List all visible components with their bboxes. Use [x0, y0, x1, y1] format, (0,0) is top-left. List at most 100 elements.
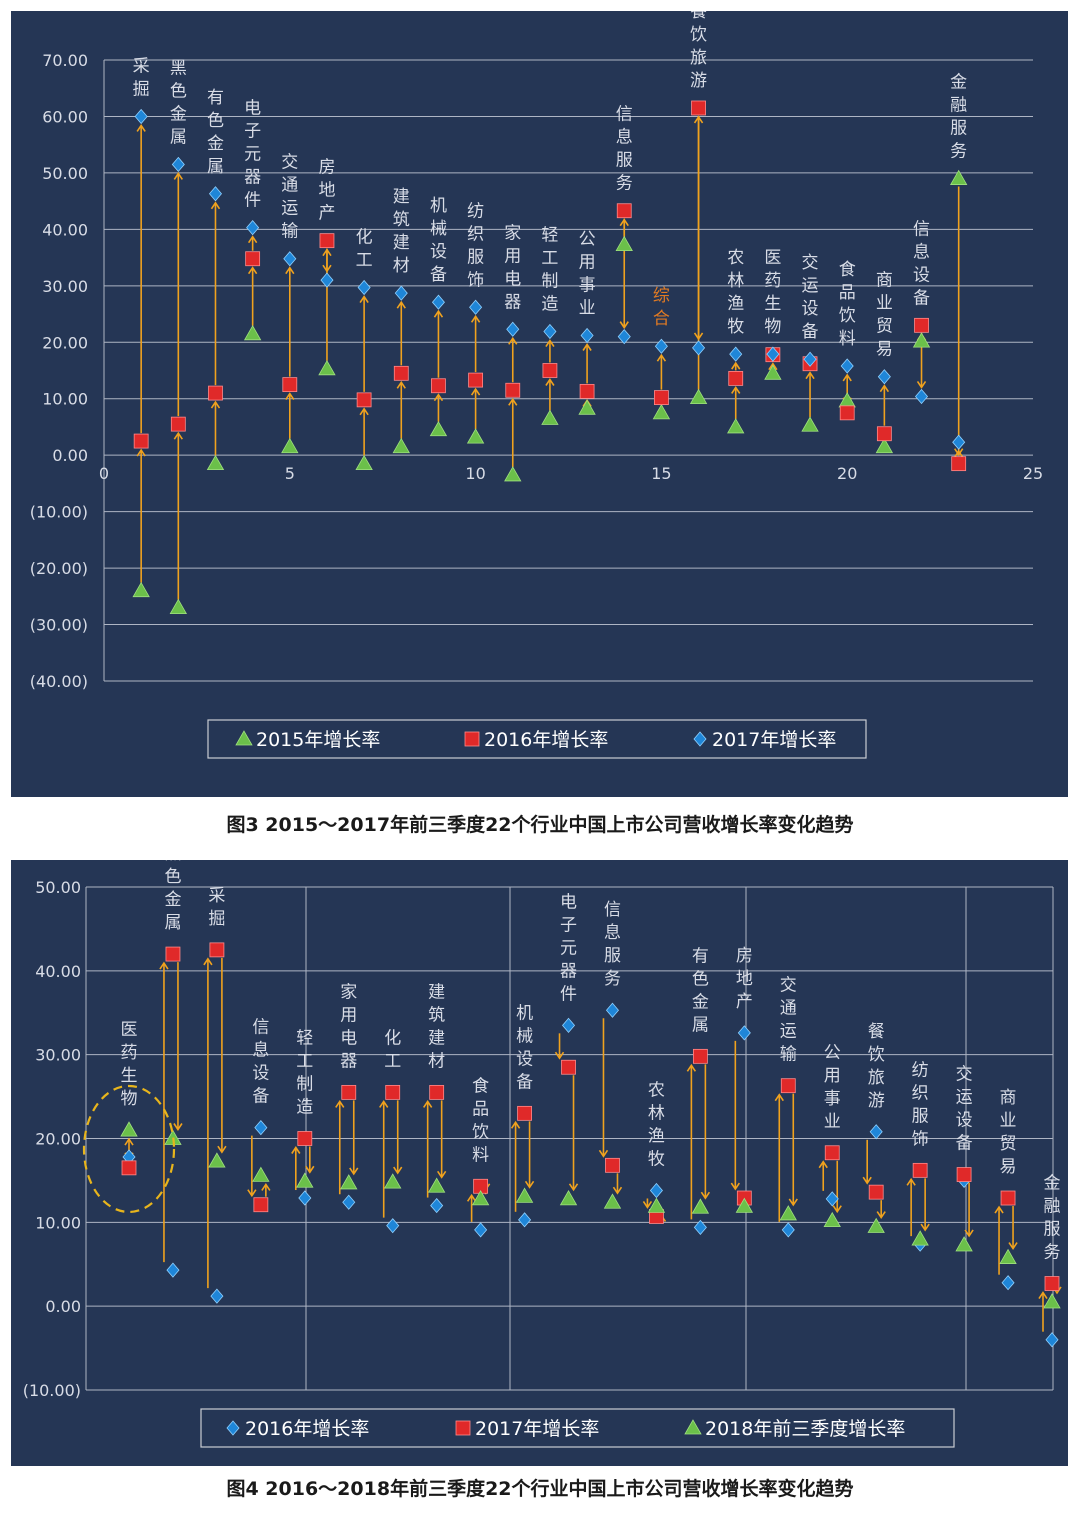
- fig3-category-label: 综合: [653, 286, 670, 329]
- fig3-arrow-2015-2016-head: [173, 431, 183, 440]
- fig3-arrow-2016-2017-head: [916, 381, 927, 389]
- fig3-point-2015: [875, 437, 894, 454]
- fig4-point-2016: [649, 1182, 663, 1199]
- fig4-y-tick-label: 0.00: [45, 1297, 81, 1316]
- fig3-arrow-2016-2017-head: [470, 314, 481, 323]
- fig4-arrow-2017-2018-head: [393, 1166, 403, 1175]
- fig3-point-2015: [355, 454, 373, 471]
- fig3-arrow-2016-2017-head: [173, 171, 183, 180]
- fig4-legend-marker-triangle: [684, 1419, 702, 1435]
- fig3-point-2015: [652, 404, 671, 420]
- fig3-arrow-2015-2016-head: [768, 362, 778, 371]
- fig4-point-2016: [518, 1212, 532, 1228]
- fig4-point-2017: [912, 1162, 928, 1178]
- fig3-arrow-2015-2016-head: [210, 400, 221, 409]
- fig3-arrow-2016-2017-head: [693, 332, 704, 341]
- fig4-point-2016: [166, 1262, 180, 1278]
- fig3-point-2016: [431, 378, 446, 394]
- fig4-arrow-2017-2018-head: [217, 1145, 227, 1154]
- fig3-y-tick-label: 50.00: [42, 164, 88, 183]
- fig3-category-label: 交运设备: [802, 253, 819, 342]
- fig4-point-2016: [386, 1218, 400, 1234]
- fig4-arrow-2017-2018-head: [788, 1198, 798, 1207]
- fig3-category-label: 建筑建材: [393, 187, 410, 276]
- fig4-category-label: 公用事业: [824, 1043, 841, 1132]
- fig3-category-label: 信息服务: [616, 105, 633, 194]
- fig4-arrow-2017-2018-head: [612, 1186, 623, 1195]
- fig4-legend-marker-square: [455, 1420, 471, 1436]
- fig4-point-2016: [781, 1222, 795, 1238]
- fig3-arrow-2016-2017-head: [396, 300, 406, 309]
- fig4-arrow-2016-2017-head: [1038, 1291, 1048, 1299]
- fig4-arrow-2016-2017-head: [554, 1051, 565, 1060]
- fig4-point-2018: [955, 1236, 973, 1252]
- fig3-point-2015: [615, 235, 633, 252]
- fig3-point-2017: [431, 294, 445, 310]
- fig4-point-2016: [605, 1002, 620, 1018]
- fig3-point-2016: [914, 317, 929, 333]
- fig3-point-2015: [689, 388, 708, 404]
- fig4-arrow-2017-2018-head: [524, 1180, 535, 1189]
- fig4-category-label: 纺织服饰: [912, 1060, 929, 1149]
- fig3-point-2015: [429, 420, 448, 437]
- fig3-point-2016: [245, 251, 261, 267]
- fig4-arrow-2017-2018-head: [124, 1137, 134, 1146]
- fig3-category-label: 有色金属: [207, 88, 224, 177]
- fig3-y-tick-label: 40.00: [42, 220, 88, 239]
- figure4-caption: 图4 2016～2018年前三季度22个行业中国上市公司营收增长率变化趋势: [226, 1478, 854, 1500]
- fig3-arrow-2015-2016-head: [433, 393, 444, 402]
- fig3-point-2015: [838, 392, 856, 408]
- fig3-point-2016: [951, 456, 967, 472]
- fig3-category-label: 机械设备: [430, 196, 447, 285]
- fig4-arrow-2016-2017-head: [598, 1149, 609, 1158]
- fig4-y-tick-label: 50.00: [35, 878, 81, 897]
- fig3-point-2016: [393, 365, 409, 381]
- fig3-arrow-2016-2017-head: [842, 373, 852, 382]
- fig3-x-tick-label: 15: [651, 464, 671, 483]
- fig3-legend-marker-square: [464, 731, 480, 747]
- fig4-y-tick-label: (10.00): [23, 1381, 81, 1400]
- fig4-category-label: 信息服务: [604, 900, 621, 989]
- fig3-point-2015: [392, 437, 410, 454]
- fig4-y-tick-label: 30.00: [35, 1046, 81, 1065]
- fig3-point-2016: [319, 233, 335, 249]
- fig3-point-2016: [505, 382, 521, 398]
- fig4-category-label: 建筑建材: [428, 982, 445, 1071]
- fig3-point-2015: [281, 437, 299, 454]
- fig4-arrow-2016-2017-head: [994, 1205, 1004, 1214]
- fig3-point-2017: [469, 299, 483, 315]
- fig4-arrow-2017-2018-head: [1008, 1242, 1018, 1250]
- fig4-point-2016: [561, 1017, 576, 1033]
- fig4-arrow-2017-2018-head: [305, 1165, 315, 1174]
- fig3-category-label: 交通运输: [281, 153, 298, 242]
- fig4-category-label: 机械设备: [516, 1003, 533, 1092]
- fig4-point-2018: [559, 1190, 578, 1206]
- fig3-arrow-2016-2017-head: [619, 321, 629, 330]
- fig4-point-2018: [735, 1197, 754, 1213]
- fig3-arrow-2015-2016-head: [247, 266, 258, 275]
- fig3-category-label: 食品饮料: [839, 260, 856, 349]
- fig3-point-2016: [356, 392, 372, 408]
- fig3-point-2017: [729, 346, 743, 362]
- figure3-chart: 70.00 60.00 50.00 40.00 30.00 20.00 10.00 0.00 (…: [30, 11, 1043, 759]
- fig3-x-tick-label: 25: [1023, 464, 1043, 483]
- fig3-point-2017: [506, 321, 520, 337]
- fig3-y-tick-label: 30.00: [42, 277, 88, 296]
- fig3-x-tick-label: 5: [285, 464, 295, 483]
- fig4-category-label: 有色金属: [692, 946, 709, 1035]
- fig4-point-2018: [1043, 1293, 1061, 1309]
- fig4-point-2016: [254, 1119, 268, 1136]
- fig3-point-2017: [208, 186, 223, 202]
- fig3-y-tick-label: 20.00: [42, 333, 88, 352]
- fig3-point-2015: [764, 364, 782, 380]
- fig4-point-2017: [1000, 1190, 1016, 1206]
- fig3-point-2015: [541, 409, 559, 425]
- fig4-arrow-2016-2017-head: [906, 1177, 916, 1186]
- fig4-point-2018: [252, 1166, 270, 1182]
- fig4-category-label: 采掘: [208, 886, 225, 929]
- fig3-arrow-2016-2017-head: [508, 336, 518, 345]
- fig3-arrow-2016-2017-head: [136, 124, 146, 132]
- fig3-point-2015: [801, 416, 819, 432]
- fig3-point-2016: [208, 385, 223, 401]
